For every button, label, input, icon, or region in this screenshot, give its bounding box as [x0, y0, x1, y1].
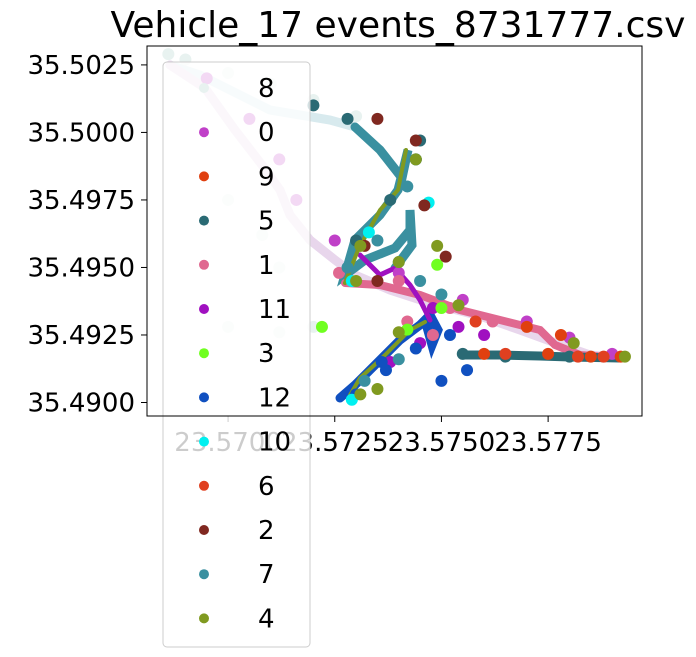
event-point-1	[392, 274, 405, 287]
event-point-6	[571, 350, 584, 363]
legend-marker	[199, 215, 209, 226]
y-axis: 35.4900 35.4925 35.4950 35.4975 35.5000 35.50…	[27, 51, 147, 418]
legend-label: 7	[258, 560, 275, 590]
legend-label: 0	[258, 118, 275, 148]
y-tick-label: 35.5025	[27, 51, 135, 81]
event-point-9	[542, 347, 555, 360]
event-point-4	[354, 239, 367, 252]
event-point-1	[486, 315, 499, 328]
legend-label: 2	[258, 516, 275, 546]
event-point-2	[371, 112, 384, 125]
event-point-1	[333, 266, 346, 279]
event-point-1	[426, 328, 439, 341]
legend-marker	[199, 569, 209, 580]
event-point-4	[371, 382, 384, 395]
event-point-10	[362, 226, 375, 239]
event-points	[162, 48, 631, 406]
event-point-6	[469, 315, 482, 328]
y-tick-label: 35.4925	[27, 321, 135, 351]
event-point-4	[431, 239, 444, 252]
y-tick-label: 35.4900	[27, 388, 135, 418]
event-point-3	[431, 258, 444, 271]
legend-marker	[199, 525, 209, 535]
legend-label: 4	[258, 604, 275, 634]
legend-label: 11	[258, 295, 291, 325]
event-point-9	[554, 328, 567, 341]
event-point-2	[371, 274, 384, 287]
legend-label: 1	[258, 251, 275, 281]
event-point-5	[341, 112, 354, 125]
event-point-7	[392, 353, 405, 366]
event-point-10	[345, 393, 358, 406]
legend-box	[162, 61, 311, 648]
event-point-11	[426, 301, 439, 314]
event-point-4	[409, 153, 422, 166]
event-point-11	[478, 328, 491, 341]
event-point-3	[435, 301, 448, 314]
event-point-4	[350, 274, 363, 287]
x-tick-label: 23.5750	[388, 428, 496, 458]
event-point-5	[384, 193, 397, 206]
event-point-12	[435, 374, 448, 387]
y-tick-label: 35.4950	[27, 253, 135, 283]
event-point-5	[456, 347, 469, 360]
event-point-4	[452, 299, 465, 312]
legend-label: 6	[258, 472, 275, 502]
event-point-7	[341, 261, 354, 274]
y-tick-label: 35.5000	[27, 118, 135, 148]
legend-marker	[199, 480, 209, 491]
event-point-4	[618, 350, 631, 363]
event-point-4	[392, 326, 405, 339]
event-point-12	[375, 355, 388, 368]
event-point-7	[401, 180, 414, 193]
event-point-12	[461, 364, 474, 377]
event-point-9	[520, 320, 533, 333]
event-point-9	[584, 350, 597, 363]
event-point-2	[409, 134, 422, 147]
event-point-6	[597, 350, 610, 363]
event-point-8	[162, 48, 175, 61]
event-point-0	[328, 234, 341, 247]
event-point-2	[418, 199, 431, 212]
legend-marker	[199, 392, 209, 403]
x-tick-label: 23.5775	[494, 428, 602, 458]
event-point-2	[439, 250, 452, 263]
legend-marker	[199, 436, 209, 447]
event-point-5	[563, 350, 576, 363]
legend-marker	[199, 171, 209, 182]
legend-label: 5	[258, 207, 275, 237]
legend-label: 12	[258, 383, 291, 413]
event-point-4	[567, 337, 580, 350]
event-point-12	[443, 328, 456, 341]
event-point-7	[358, 374, 371, 387]
legend-marker	[199, 304, 209, 314]
legend-marker	[199, 127, 209, 138]
legend-label: 9	[258, 162, 275, 192]
legend-label: 3	[258, 339, 275, 369]
legend-marker	[199, 83, 209, 93]
legend-marker	[199, 613, 209, 624]
plot-frame	[146, 45, 643, 417]
event-point-4	[354, 388, 367, 401]
event-point-9	[478, 347, 491, 360]
event-point-6	[499, 347, 512, 360]
event-point-3	[315, 320, 328, 333]
event-point-4	[392, 256, 405, 269]
y-tick-label: 35.4975	[27, 186, 135, 216]
legend-label: 10	[258, 428, 291, 458]
event-point-12	[409, 342, 422, 355]
event-point-7	[371, 234, 384, 247]
legend-marker	[199, 259, 209, 270]
event-point-7	[435, 288, 448, 301]
legend-label: 8	[258, 74, 275, 104]
event-point-7	[414, 274, 427, 287]
chart-title: Vehicle_17 events_8731777.csv	[111, 5, 686, 46]
event-point-11	[452, 320, 465, 333]
legend-marker	[199, 348, 209, 359]
